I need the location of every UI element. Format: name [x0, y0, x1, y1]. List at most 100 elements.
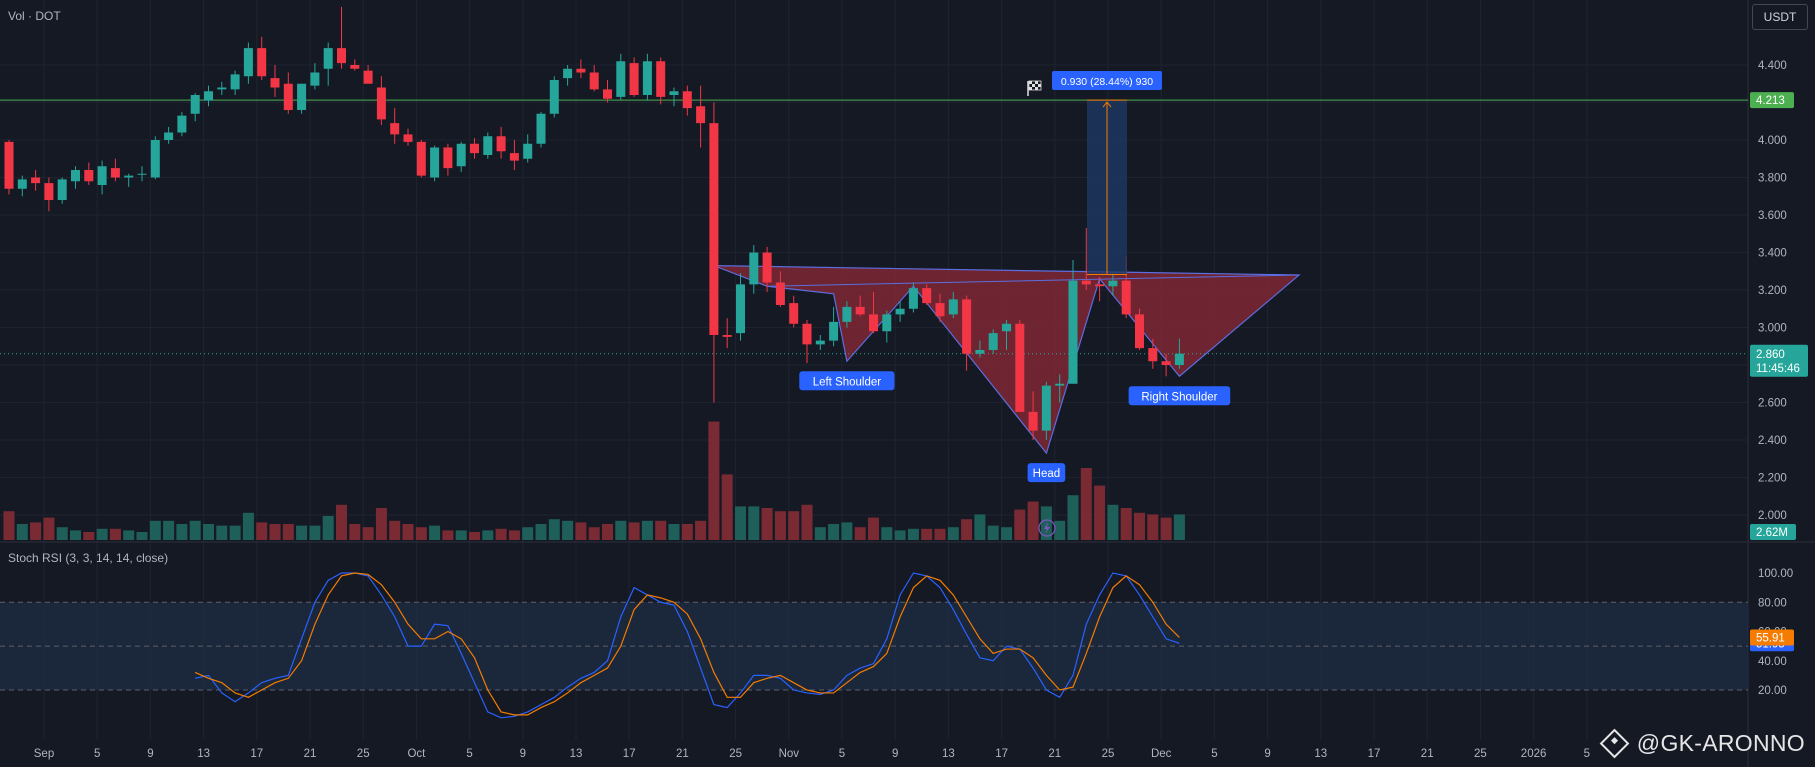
price-tick-label: 2.600 [1758, 398, 1787, 410]
candle-body [297, 83, 307, 110]
volume-bar [229, 525, 241, 540]
time-tick-label: 13 [942, 748, 955, 760]
candle-body [722, 335, 732, 337]
candle-body [988, 333, 998, 350]
time-tick-label: 21 [676, 748, 689, 760]
candle-body [523, 143, 533, 159]
candle-body [1174, 353, 1184, 365]
watermark: @GK-ARONNO [1599, 728, 1805, 759]
volume-bar [961, 519, 973, 540]
pattern-label[interactable]: Right Shoulder [1128, 386, 1231, 406]
volume-bar [176, 524, 188, 540]
volume-bar [1147, 514, 1159, 540]
volume-bar [83, 532, 95, 540]
candle-body [656, 61, 666, 97]
volume-bar [375, 508, 387, 540]
volume-axis-label-text: 2.62M [1756, 527, 1788, 539]
volume-bar [1027, 501, 1039, 540]
volume-bar [16, 524, 28, 540]
time-tick-label: 2026 [1521, 748, 1547, 760]
time-tick-label: 17 [1368, 748, 1381, 760]
candle-body [855, 306, 865, 315]
volume-bar [70, 530, 81, 540]
candle-body [882, 314, 892, 332]
candle-body [1002, 323, 1011, 332]
volume-bar [868, 517, 879, 540]
volume-bar [575, 522, 587, 540]
price-tick-label: 3.400 [1758, 248, 1787, 260]
candle-body [1028, 411, 1038, 431]
volume-bar [641, 520, 653, 540]
price-tick-label: 4.400 [1758, 60, 1787, 72]
time-tick-label: 9 [892, 748, 898, 760]
candle-body [616, 61, 626, 97]
volume-bar [296, 525, 308, 540]
candle-body [576, 68, 586, 73]
candle-body [829, 321, 839, 341]
candle-body [257, 48, 267, 77]
volume-bar [336, 504, 347, 540]
volume-bar [801, 504, 813, 540]
volume-bar [1094, 485, 1106, 540]
pattern-label-text: Left Shoulder [813, 376, 882, 388]
volume-bar [242, 512, 254, 540]
candle-body [775, 282, 785, 305]
candle-body [736, 284, 745, 334]
candle-body [1015, 323, 1025, 412]
volume-bar [469, 532, 480, 540]
volume-bar [30, 522, 42, 540]
time-tick-label: 25 [1474, 748, 1487, 760]
volume-bar [123, 530, 135, 540]
axis-price-label: 2.860 11:45:46 [1750, 344, 1808, 377]
time-tick-label: 5 [839, 748, 845, 760]
volume-bar [602, 524, 613, 540]
time-tick-label: Nov [779, 748, 800, 760]
price-tick-label: 3.600 [1758, 210, 1787, 222]
candle-body [749, 252, 759, 285]
candle-body [17, 179, 27, 189]
time-tick-label: 25 [729, 748, 742, 760]
pattern-label[interactable]: Head [1027, 463, 1066, 483]
axis-price-label: 4.213 [1750, 92, 1794, 109]
pattern-label[interactable]: Left Shoulder [799, 371, 895, 391]
volume-bar [1173, 514, 1185, 540]
volume-bar [535, 524, 547, 540]
volume-bar [735, 506, 746, 540]
stoch-tick-label: 20.00 [1758, 685, 1787, 697]
volume-bar [562, 520, 574, 540]
time-tick-label: 13 [197, 748, 210, 760]
candle-body [177, 115, 187, 133]
candle-body [204, 91, 213, 101]
candle-body [496, 136, 506, 152]
measure-label-text: 0.930 (28.44%) 930 [1061, 76, 1153, 88]
candle-body [935, 303, 945, 317]
candle-body [1055, 383, 1065, 386]
candle-body [97, 166, 107, 185]
volume-bar [256, 522, 268, 540]
volume-bar [628, 522, 640, 540]
stoch-tick-label: 80.00 [1758, 597, 1787, 609]
candle-body [84, 170, 94, 182]
axis-price-label-bg [1750, 344, 1808, 377]
lightning-icon[interactable] [1038, 519, 1056, 537]
volume-bar [854, 527, 866, 540]
stoch-tick-label: 100.00 [1758, 568, 1793, 580]
stoch-rsi-title: Stoch RSI (3, 3, 14, 14, close) [8, 551, 169, 565]
time-tick-label: 5 [1584, 748, 1590, 760]
price-tick-label: 2.400 [1758, 435, 1787, 447]
time-tick-label: 9 [520, 748, 526, 760]
volume-bar [56, 527, 68, 540]
candle-body [323, 48, 333, 69]
candle-body [1095, 284, 1105, 287]
candle-body [243, 48, 253, 77]
volume-bar [1067, 495, 1079, 540]
currency-selector-button[interactable]: USDT [1752, 4, 1808, 30]
volume-bar [1120, 508, 1132, 540]
volume-bar [442, 530, 454, 540]
candle-body [1108, 280, 1118, 287]
candle-body [682, 91, 692, 109]
volume-bar [841, 522, 853, 540]
measure-label: 0.930 (28.44%) 930 [1052, 71, 1162, 90]
volume-bar [828, 524, 840, 540]
